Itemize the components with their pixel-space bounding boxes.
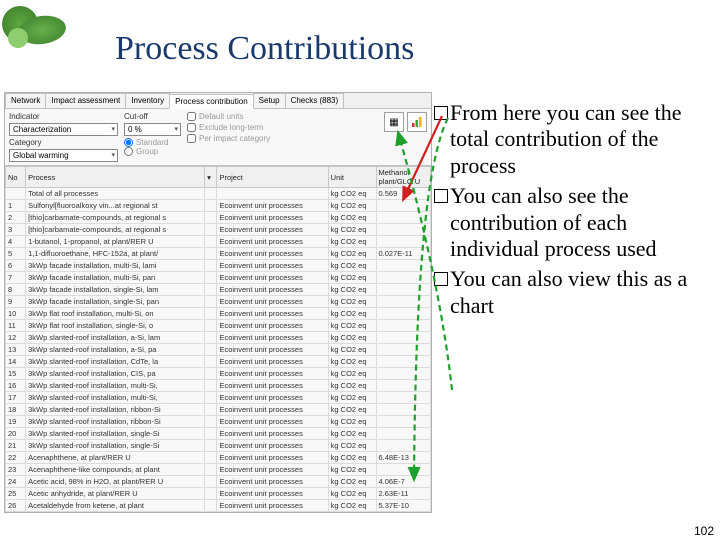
indicator-label: Indicator — [9, 112, 118, 121]
table-row[interactable]: 203kWp slanted-roof installation, single… — [6, 428, 431, 440]
radio-group[interactable]: Group — [124, 147, 181, 156]
col-header[interactable]: Unit — [328, 167, 376, 188]
total-row[interactable]: Total of all processeskg CO2 eq0.569 — [6, 188, 431, 200]
chk-default-units[interactable]: Default units — [187, 112, 270, 121]
cutoff-dropdown[interactable]: 0 % — [124, 123, 181, 136]
process-table: NoProcess▾ProjectUnitMethanol plant/GLO … — [5, 166, 431, 512]
table-icon[interactable]: ▦ — [384, 112, 404, 132]
table-row[interactable]: 183kWp slanted-roof installation, ribbon… — [6, 404, 431, 416]
tab-bar: NetworkImpact assessmentInventoryProcess… — [5, 93, 431, 109]
bullet-item: You can also see the contribution of eac… — [434, 183, 710, 262]
table-row[interactable]: 25Acetic anhydride, at plant/RER UEcoinv… — [6, 488, 431, 500]
chk-perimpact[interactable]: Per impact category — [187, 134, 270, 143]
chart-icon[interactable] — [407, 112, 427, 132]
tab-inventory[interactable]: Inventory — [125, 93, 170, 108]
tab-process-contribution[interactable]: Process contribution — [169, 94, 253, 109]
table-row[interactable]: 23Acenaphthene-like compounds, at plantE… — [6, 464, 431, 476]
controls-panel: Indicator Characterization Category Glob… — [5, 109, 431, 166]
table-row[interactable]: 51,1-difluoroethane, HFC-152a, at plant/… — [6, 248, 431, 260]
table-row[interactable]: 24Acetic acid, 98% in H2O, at plant/RER … — [6, 476, 431, 488]
tab-impact-assessment[interactable]: Impact assessment — [45, 93, 126, 108]
col-header[interactable]: Methanol plant/GLO U — [376, 167, 431, 188]
radio-standard[interactable]: Standard — [124, 138, 181, 147]
table-row[interactable]: 133kWp slanted-roof installation, a-Si, … — [6, 344, 431, 356]
table-row[interactable]: 193kWp slanted-roof installation, ribbon… — [6, 416, 431, 428]
table-row[interactable]: 123kWp slanted-roof installation, a-Si, … — [6, 332, 431, 344]
tab-network[interactable]: Network — [5, 93, 46, 108]
table-row[interactable]: 153kWp slanted-roof installation, CIS, p… — [6, 368, 431, 380]
table-row[interactable]: 103kWp flat roof installation, multi-Si,… — [6, 308, 431, 320]
table-row[interactable]: 173kWp slanted-roof installation, multi-… — [6, 392, 431, 404]
bullet-item: You can also view this as a chart — [434, 266, 710, 319]
bullet-text: From here you can see the total contribu… — [434, 100, 710, 323]
table-row[interactable]: 213kWp slanted-roof installation, single… — [6, 440, 431, 452]
bullet-item: From here you can see the total contribu… — [434, 100, 710, 179]
col-header[interactable]: Process — [26, 167, 205, 188]
chk-exclude[interactable]: Exclude long-term — [187, 123, 270, 132]
slide-decoration — [0, 0, 70, 50]
table-row[interactable]: 163kWp slanted-roof installation, multi-… — [6, 380, 431, 392]
table-row[interactable]: 143kWp slanted-roof installation, CdTe, … — [6, 356, 431, 368]
app-window: NetworkImpact assessmentInventoryProcess… — [4, 92, 432, 513]
col-header[interactable]: Project — [217, 167, 328, 188]
col-header[interactable]: No — [6, 167, 26, 188]
tab-checks-[interactable]: Checks (883) — [285, 93, 345, 108]
tab-setup[interactable]: Setup — [253, 93, 286, 108]
table-row[interactable]: 63kWp facade installation, multi-Si, lam… — [6, 260, 431, 272]
table-row[interactable]: 113kWp flat roof installation, single-Si… — [6, 320, 431, 332]
table-row[interactable]: 41-butanol, 1-propanol, at plant/RER UEc… — [6, 236, 431, 248]
table-row[interactable]: 3[thio]carbamate-compounds, at regional … — [6, 224, 431, 236]
table-row[interactable]: 1Sulfonyl[fluoroalkoxy vin...at regional… — [6, 200, 431, 212]
table-row[interactable]: 22Acenaphthene, at plant/RER UEcoinvent … — [6, 452, 431, 464]
table-row[interactable]: 2[thio]carbamate-compounds, at regional … — [6, 212, 431, 224]
table-row[interactable]: 26Acetaldehyde from ketene, at plantEcoi… — [6, 500, 431, 512]
category-label: Category — [9, 138, 118, 147]
indicator-dropdown[interactable]: Characterization — [9, 123, 118, 136]
table-row[interactable]: 83kWp facade installation, single-Si, la… — [6, 284, 431, 296]
table-row[interactable]: 73kWp facade installation, multi-Si, pan… — [6, 272, 431, 284]
table-row[interactable]: 93kWp facade installation, single-Si, pa… — [6, 296, 431, 308]
col-header[interactable]: ▾ — [205, 167, 217, 188]
category-dropdown[interactable]: Global warming — [9, 149, 118, 162]
page-number: 102 — [694, 524, 714, 538]
slide-title: Process Contributions — [115, 30, 414, 68]
cutoff-label: Cut-off — [124, 112, 181, 121]
